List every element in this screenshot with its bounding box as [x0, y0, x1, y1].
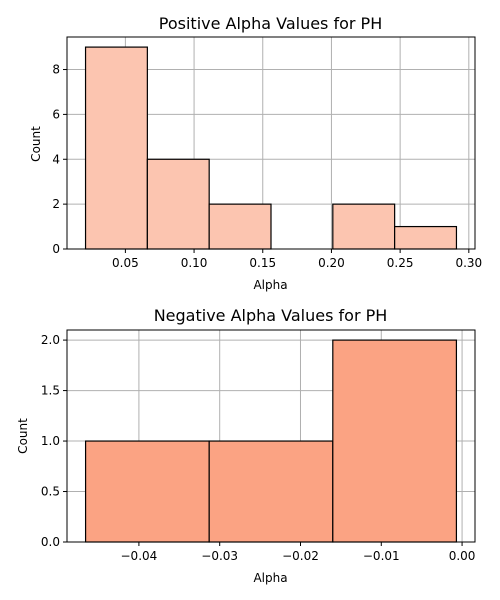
histogram-bar [332, 339, 458, 543]
positive-alpha-histogram: Positive Alpha Values for PH Alpha Count… [29, 14, 482, 292]
chart-title: Positive Alpha Values for PH [159, 14, 382, 33]
y-axis-label: Count [29, 126, 43, 162]
histogram-bar [332, 203, 396, 250]
histogram-bar [84, 46, 148, 250]
x-axis-label: Alpha [253, 278, 287, 292]
y-tick-label: 0.0 [41, 535, 60, 549]
x-tick-label: 0.15 [249, 256, 276, 270]
y-tick-label: 0.5 [41, 485, 60, 499]
x-tick-label: 0.05 [112, 256, 139, 270]
histogram-bar [208, 203, 272, 250]
histogram-bar [208, 440, 334, 543]
histogram-bar [146, 158, 210, 250]
y-tick-label: 1.5 [41, 384, 60, 398]
x-tick-label: −0.02 [282, 549, 319, 563]
histogram-bar [84, 440, 210, 543]
x-axis-label: Alpha [253, 571, 287, 585]
x-tick-label: 0.10 [181, 256, 208, 270]
y-tick-label: 2 [52, 197, 60, 211]
x-tick-label: −0.04 [121, 549, 158, 563]
x-tick-label: −0.01 [363, 549, 400, 563]
x-tick-label: 0.20 [318, 256, 345, 270]
y-tick-label: 6 [52, 107, 60, 121]
y-axis-label: Count [16, 418, 30, 454]
x-tick-label: 0.25 [387, 256, 414, 270]
plot-frame [66, 36, 476, 250]
y-tick-label: 2.0 [41, 333, 60, 347]
plot-frame [66, 329, 476, 543]
histogram-bar [394, 225, 458, 250]
negative-alpha-histogram: Negative Alpha Values for PH Alpha Count… [16, 306, 476, 585]
x-tick-label: 0.30 [455, 256, 482, 270]
chart-title: Negative Alpha Values for PH [154, 306, 388, 325]
y-tick-label: 0 [52, 242, 60, 256]
y-tick-label: 1.0 [41, 434, 60, 448]
x-tick-label: −0.03 [201, 549, 238, 563]
y-tick-label: 8 [52, 63, 60, 77]
y-tick-label: 4 [52, 152, 60, 166]
x-tick-label: 0.00 [449, 549, 476, 563]
